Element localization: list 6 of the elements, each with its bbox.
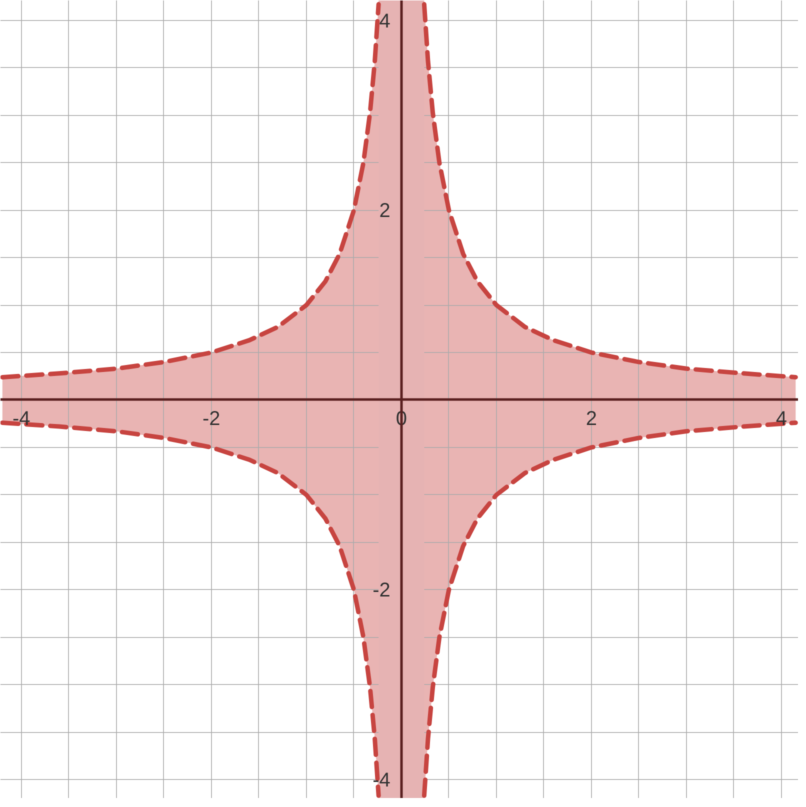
y-tick-label: 4 [379,10,390,32]
y-tick-label: 2 [379,200,390,222]
y-tick-label: -2 [372,580,390,602]
x-tick-label: 2 [586,408,597,430]
y-tick-label: -4 [372,770,390,792]
x-tick-label: -2 [202,408,220,430]
